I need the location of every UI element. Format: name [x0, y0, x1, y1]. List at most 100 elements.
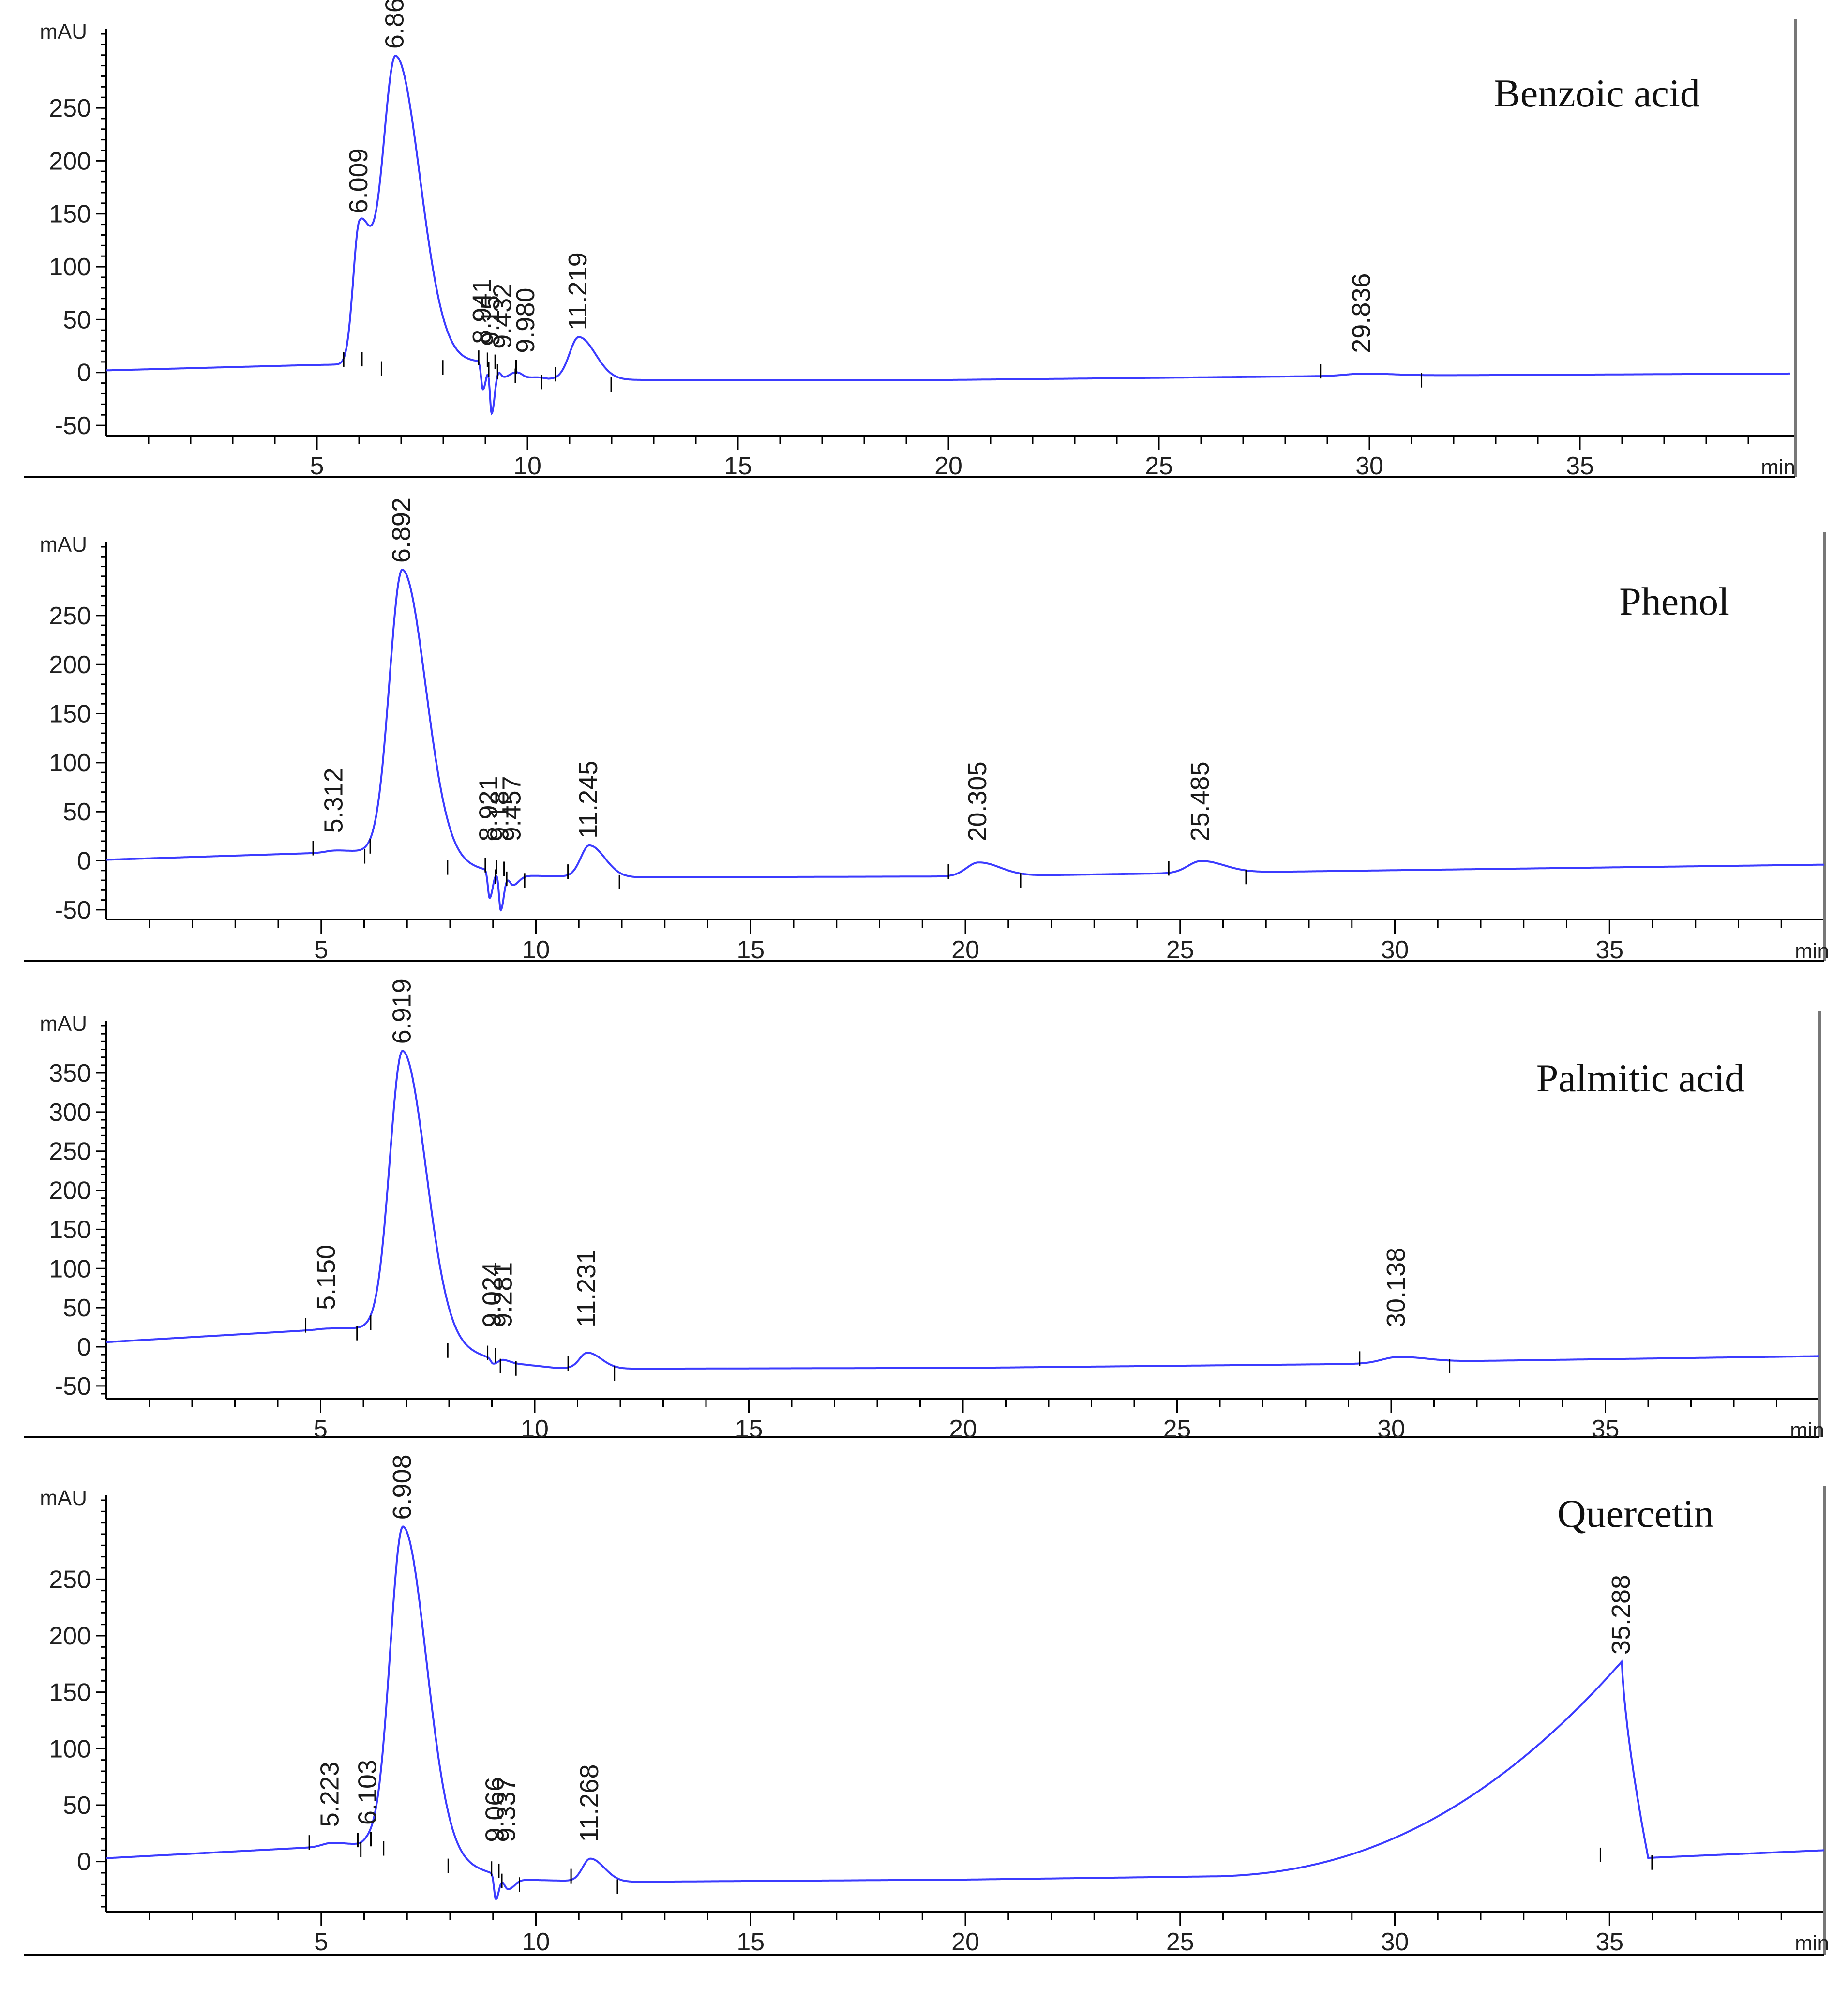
chromatogram-panel: 0 50 100 150 200 250 mAU 5 10 15 20 25 30 35 min 5.223 6… — [24, 1454, 1829, 1956]
x-tick-label: 25 — [1163, 1415, 1191, 1443]
peak-rt-label: 8.921 — [474, 776, 503, 841]
y-tick-label: 50 — [63, 798, 91, 826]
x-axis-label: min — [1790, 1418, 1824, 1442]
y-tick-label: 0 — [77, 847, 91, 875]
y-tick-label: 50 — [63, 1294, 91, 1322]
peak-rt-label: 9.337 — [492, 1777, 521, 1842]
x-tick-label: 10 — [522, 936, 550, 964]
peak-rt-label: 30.138 — [1382, 1248, 1411, 1327]
x-tick-label: 30 — [1355, 452, 1383, 480]
y-tick-label: 0 — [77, 1333, 91, 1361]
peak-rt-label: 9.457 — [497, 776, 526, 841]
chromatogram-panel: -50 0 50 100 150 200 250 300 350 mAU 5 10 15 20 25 30 35… — [24, 979, 1824, 1443]
y-tick-label: -50 — [55, 412, 91, 440]
x-tick-label: 25 — [1166, 936, 1194, 964]
x-tick-label: 20 — [951, 936, 979, 964]
y-tick-label: 0 — [77, 359, 91, 387]
x-tick-label: 15 — [736, 936, 765, 964]
y-tick-label: 150 — [49, 1216, 91, 1244]
x-tick-label: 30 — [1381, 1928, 1409, 1956]
peak-rt-label: 9.024 — [478, 1262, 507, 1327]
y-tick-label: 150 — [49, 1679, 91, 1707]
x-axis-label: min — [1795, 939, 1829, 963]
peak-rt-label: 5.150 — [312, 1245, 341, 1310]
peak-rt-label: 6.103 — [353, 1760, 382, 1825]
peak-rt-label: 6.919 — [387, 979, 416, 1044]
x-tick-label: 30 — [1381, 936, 1409, 964]
chromatogram-panel: -50 0 50 100 150 200 250 mAU 5 10 15 20 25 30 35 min 5.3… — [24, 497, 1829, 964]
y-tick-label: 150 — [49, 700, 91, 728]
peak-rt-label: 11.268 — [575, 1764, 604, 1842]
y-tick-label: 250 — [49, 1138, 91, 1166]
peak-rt-label: 11.245 — [574, 761, 603, 839]
peak-rt-label: 9.432 — [488, 284, 517, 349]
y-tick-label: 250 — [49, 602, 91, 630]
panel-title: Phenol — [1619, 579, 1729, 623]
x-tick-label: 35 — [1566, 452, 1594, 480]
peak-rt-label: 9.980 — [511, 288, 540, 353]
peak-rt-label: 9.066 — [481, 1777, 510, 1842]
peak-rt-label: 9.18 — [485, 790, 514, 841]
peak-rt-label: 6.908 — [388, 1454, 417, 1520]
y-tick-label: 0 — [77, 1848, 91, 1876]
chromatogram-trace — [106, 1525, 1825, 1900]
y-tick-label: 300 — [49, 1099, 91, 1127]
y-tick-label: 100 — [49, 749, 91, 777]
peak-rt-label: 25.485 — [1186, 761, 1215, 841]
y-axis-label: mAU — [40, 1486, 87, 1510]
x-tick-label: 25 — [1145, 452, 1173, 480]
y-tick-label: 250 — [49, 1566, 91, 1594]
peak-rt-label: 11.219 — [563, 252, 592, 330]
y-axis-label: mAU — [40, 533, 87, 557]
y-tick-label: 150 — [49, 200, 91, 228]
x-tick-label: 20 — [949, 1415, 977, 1443]
chromatogram-panel: -50 0 50 100 150 200 250 mAU 5 10 15 20 25 30 35 min 6.0… — [24, 0, 1797, 480]
y-tick-label: 200 — [49, 147, 91, 175]
x-axis-label: min — [1795, 1931, 1829, 1955]
y-tick-label: -50 — [55, 1372, 91, 1401]
peak-rt-label: 6.009 — [344, 148, 373, 213]
x-tick-label: 15 — [724, 452, 752, 480]
y-tick-label: 250 — [49, 94, 91, 122]
x-tick-label: 30 — [1377, 1415, 1405, 1443]
x-tick-label: 35 — [1592, 1415, 1620, 1443]
peak-rt-label: 35.288 — [1607, 1575, 1636, 1655]
x-tick-label: 5 — [314, 1928, 328, 1956]
peak-rt-label: 11.231 — [572, 1250, 601, 1327]
panel-title: Benzoic acid — [1494, 71, 1700, 115]
y-tick-label: 100 — [49, 253, 91, 281]
y-tick-label: -50 — [55, 896, 91, 924]
y-tick-label: 200 — [49, 1622, 91, 1650]
peak-rt-label: 29.836 — [1347, 273, 1376, 353]
x-tick-label: 5 — [310, 452, 324, 480]
y-tick-label: 100 — [49, 1255, 91, 1283]
peak-rt-label: 9.15 — [476, 295, 505, 346]
x-tick-label: 5 — [314, 936, 328, 964]
panel-title: Quercetin — [1557, 1492, 1713, 1536]
peak-rt-label: 6.892 — [387, 497, 416, 563]
peak-rt-label: 9.281 — [488, 1262, 517, 1327]
x-tick-label: 15 — [736, 1928, 765, 1956]
x-tick-label: 10 — [513, 452, 541, 480]
y-tick-label: 200 — [49, 651, 91, 679]
y-tick-label: 350 — [49, 1059, 91, 1087]
x-axis-label: min — [1761, 455, 1795, 479]
x-tick-label: 10 — [522, 1928, 550, 1956]
peak-rt-label: 20.305 — [963, 761, 992, 841]
y-axis-label: mAU — [40, 20, 87, 44]
x-tick-label: 35 — [1595, 936, 1623, 964]
x-tick-label: 15 — [735, 1415, 763, 1443]
x-tick-label: 20 — [951, 1928, 979, 1956]
peak-rt-label: 8.941 — [467, 279, 496, 344]
x-tick-label: 35 — [1595, 1928, 1623, 1956]
y-tick-label: 50 — [63, 306, 91, 334]
x-tick-label: 20 — [934, 452, 962, 480]
peak-rt-label: 5.223 — [316, 1762, 345, 1827]
x-tick-label: 5 — [314, 1415, 328, 1443]
x-tick-label: 10 — [521, 1415, 549, 1443]
y-tick-label: 100 — [49, 1735, 91, 1763]
y-tick-label: 50 — [63, 1792, 91, 1820]
chromatogram-trace — [106, 568, 1825, 912]
panel-title: Palmitic acid — [1536, 1056, 1744, 1100]
